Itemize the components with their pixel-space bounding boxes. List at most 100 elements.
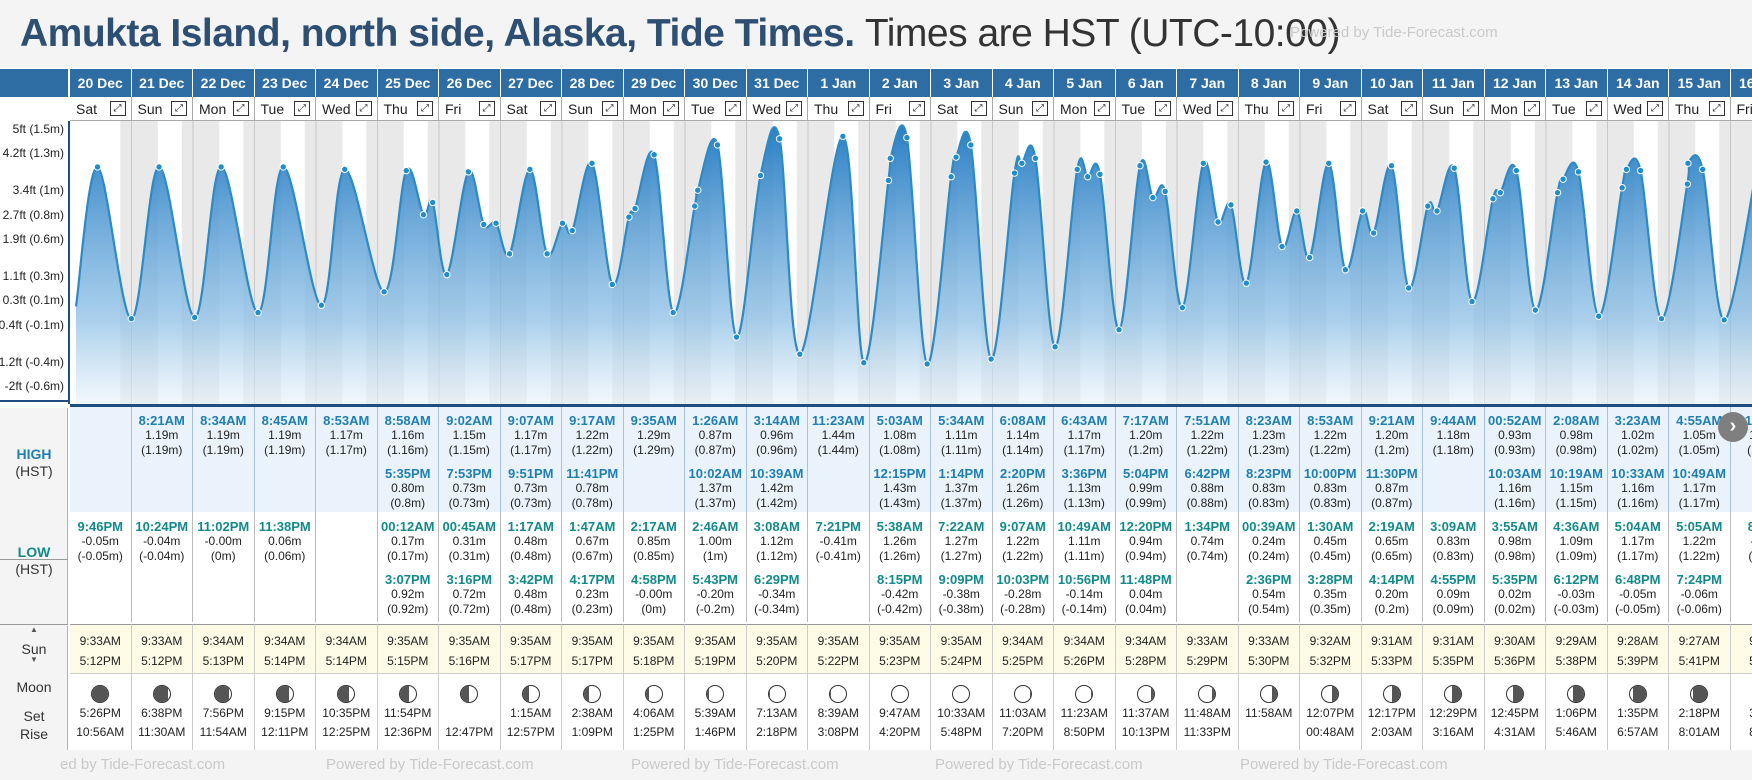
expand-icon[interactable]: ⤢	[109, 101, 126, 116]
expand-icon[interactable]: ⤢	[601, 101, 618, 116]
low-tide-metric: (0.98m)	[1494, 549, 1536, 563]
expand-icon[interactable]: ⤢	[171, 101, 187, 116]
high-tide-cell: 00:52AM 0.93m (0.93m) 10:03AM 1.16m (1.16m)	[1484, 406, 1546, 512]
expand-icon[interactable]: ⤢	[294, 101, 310, 116]
low-tide-time: 11:38PM	[258, 519, 311, 534]
sun-cell: 9:35AM 5:19PM	[685, 624, 747, 674]
sunset-time: 5:32PM	[1309, 654, 1351, 668]
tide-point	[1242, 279, 1251, 287]
tide-point	[190, 313, 199, 322]
expand-icon[interactable]: ⤢	[478, 101, 495, 116]
tide-points	[93, 132, 1728, 368]
low-tide-metric: (1m)	[702, 549, 728, 563]
low-tide-time: 3:42PM	[507, 572, 554, 587]
low-tide-time: 00:45AM	[442, 519, 496, 534]
tide-point	[1531, 306, 1540, 314]
expand-icon[interactable]: ⤢	[540, 101, 556, 116]
low-tide-time: 4:58PM	[630, 572, 677, 587]
low-tide-height: 1.17m	[1621, 534, 1655, 548]
day-weekday: Fri⤢	[1730, 97, 1752, 121]
high-tide-time: 10:00PM	[1303, 466, 1357, 481]
tide-point	[341, 165, 349, 174]
expand-icon[interactable]: ⤢	[1401, 101, 1417, 116]
high-tide-time: 11:30PM	[1365, 466, 1418, 481]
tide-point	[1618, 184, 1626, 192]
expand-icon[interactable]: ⤢	[1216, 101, 1233, 116]
y-tick-label: 1.1ft (0.3m)	[2, 268, 64, 283]
expand-icon[interactable]: ⤢	[909, 101, 925, 116]
moon-phase-icon	[706, 685, 725, 703]
sunset-time: 5:14PM	[264, 654, 306, 668]
tide-point	[1278, 242, 1286, 251]
expand-icon[interactable]: ⤢	[232, 101, 249, 116]
low-tide-metric: (0.17m)	[387, 549, 429, 563]
low-tide-cell: 5:05AM 1.22m (1.22m) 7:24PM -0.06m (-0.06m)	[1669, 512, 1731, 622]
tide-point	[1468, 297, 1476, 306]
high-tide-metric: (1.14m)	[1002, 443, 1044, 457]
sun-cell: 9:35AM 5:15PM	[377, 624, 439, 674]
day-date: 3 Jan	[931, 69, 993, 97]
high-tide-height: 1.22m	[1313, 428, 1347, 442]
low-tide-time: 5:43PM	[692, 572, 739, 587]
high-tide-height: 1.22m	[1190, 428, 1224, 442]
expand-icon[interactable]: ⤢	[663, 101, 679, 116]
tide-point	[279, 163, 287, 171]
high-tide-time: 00:52AM	[1488, 413, 1542, 428]
expand-icon[interactable]: ⤢	[1032, 101, 1048, 116]
high-tide-metric: (1.11m)	[941, 443, 982, 457]
weekday-label: Tue	[1552, 101, 1576, 117]
expand-icon[interactable]: ⤢	[1524, 101, 1540, 116]
expand-icon[interactable]: ⤢	[847, 101, 864, 116]
high-tide-metric: (1.43m)	[879, 496, 921, 510]
expand-icon[interactable]: ⤢	[724, 101, 741, 116]
low-tide-cell: 7:21PM -0.41m (-0.41m)	[808, 512, 870, 622]
expand-icon[interactable]: ⤢	[1585, 101, 1602, 116]
expand-icon[interactable]: ⤢	[417, 101, 433, 116]
high-tide-height: 0.99m	[1129, 481, 1163, 495]
expand-icon[interactable]: ⤢	[786, 101, 802, 116]
expand-icon[interactable]: ⤢	[1278, 101, 1294, 116]
low-tide-height: 0.72m	[452, 587, 486, 601]
moon-cell: 11:37AM 10:13PM	[1115, 674, 1177, 750]
low-tide-height: 1.09m	[1559, 534, 1593, 548]
tide-point	[1369, 229, 1378, 237]
expand-icon[interactable]: ⤢	[1647, 101, 1663, 116]
high-tide-metric: (1.17m)	[1678, 496, 1720, 510]
sunset-time: 5:20PM	[756, 654, 798, 668]
expand-icon[interactable]: ⤢	[1093, 101, 1110, 116]
low-tide-height: 0.48m	[514, 587, 548, 601]
tide-point	[839, 132, 847, 141]
low-tide-time: 4:36AM	[1553, 519, 1600, 534]
low-tide-time: 5:04AM	[1614, 519, 1661, 534]
high-tide-time: 9:35AM	[630, 413, 677, 428]
next-arrow-button[interactable]: ›	[1718, 412, 1748, 442]
high-tide-metric: (1.2m)	[1374, 443, 1410, 457]
tide-point	[732, 333, 741, 341]
tide-point	[952, 153, 960, 161]
moon-set-time: 2:38AM	[571, 706, 613, 720]
tide-point	[526, 165, 534, 174]
expand-icon[interactable]: ⤢	[1462, 101, 1479, 116]
moon-cell: 12:17PM 2:03AM	[1361, 674, 1423, 750]
expand-icon[interactable]: ⤢	[970, 101, 987, 116]
low-tide-height: 1.22m	[1006, 534, 1040, 548]
moon-cell: 5:26PM 10:56AM	[70, 674, 132, 750]
low-tide-height: -0.34m	[758, 587, 796, 601]
footer-watermark: Powered by Tide-Forecast.com	[935, 756, 1143, 773]
moon-set-time: 2:18PM	[1678, 706, 1720, 720]
low-tide-time: 9:09PM	[938, 572, 985, 587]
tide-point	[860, 359, 868, 367]
expand-icon[interactable]: ⤢	[1339, 101, 1356, 116]
expand-icon[interactable]: ⤢	[355, 101, 372, 116]
weekday-label: Thu	[383, 101, 408, 117]
high-tide-metric: (1.05m)	[1678, 443, 1720, 457]
low-tide-height: 1.22m	[1682, 534, 1716, 548]
tide-point	[1325, 159, 1333, 167]
expand-icon[interactable]: ⤢	[1155, 101, 1171, 116]
day-date: 9 Jan	[1300, 69, 1362, 97]
moon-set-time: 7:56PM	[202, 706, 244, 720]
moon-set-time: 12:29PM	[1429, 706, 1478, 720]
tide-point	[1698, 165, 1707, 174]
expand-icon[interactable]: ⤢	[1708, 101, 1725, 116]
high-tide-time: 8:45AM	[261, 413, 308, 428]
